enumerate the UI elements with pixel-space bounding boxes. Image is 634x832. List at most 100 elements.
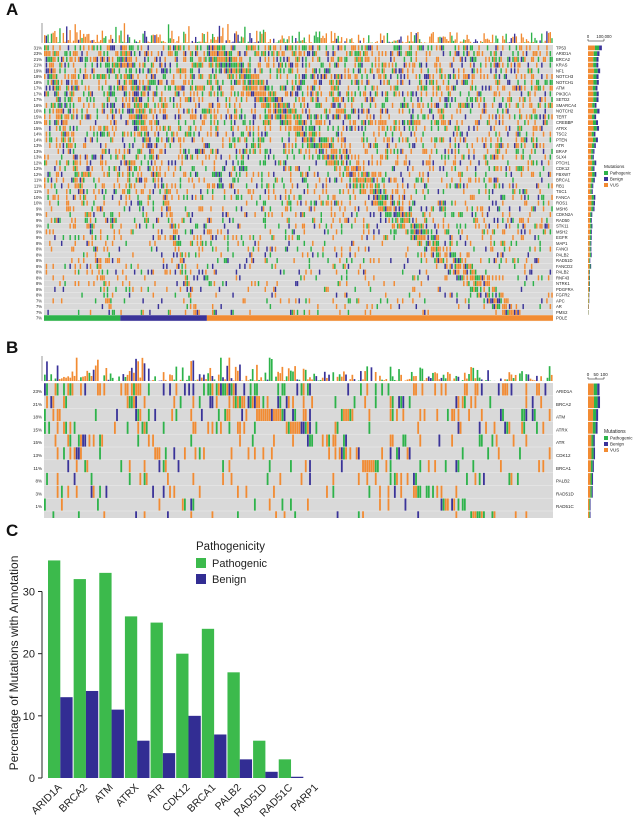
onco-a-mutation-cell xyxy=(318,85,321,91)
onco-a-mutation-cell xyxy=(468,102,470,108)
onco-a-mutation-cell xyxy=(354,286,356,292)
onco-a-mutation-cell xyxy=(103,183,105,189)
onco-a-mutation-cell xyxy=(150,246,153,252)
onco-a-mutation-cell xyxy=(334,102,336,108)
onco-a-mutation-cell xyxy=(237,91,239,97)
onco-a-mutation-cell xyxy=(261,97,263,103)
onco-a-mutation-cell xyxy=(410,51,412,57)
onco-a-mutation-cell xyxy=(352,171,355,177)
onco-a-mutation-cell xyxy=(122,269,124,275)
onco-a-mutation-cell xyxy=(84,143,87,149)
onco-a-gene-bar xyxy=(588,68,595,74)
onco-a-mutation-cell xyxy=(162,200,165,206)
onco-a-mutation-cell xyxy=(235,275,238,281)
onco-a-mutation-cell xyxy=(356,56,358,62)
onco-a-mutation-cell xyxy=(186,275,188,281)
onco-a-mutation-cell xyxy=(368,194,370,200)
onco-a-mutation-cell xyxy=(150,68,153,74)
onco-a-mutation-cell xyxy=(444,292,446,298)
onco-a-mutation-cell xyxy=(135,97,138,103)
onco-a-mutation-cell xyxy=(133,91,136,97)
onco-a-mutation-cell xyxy=(71,258,73,264)
onco-a-mutation-cell xyxy=(171,235,173,241)
onco-a-mutation-cell xyxy=(368,56,370,62)
onco-a-mutation-cell xyxy=(351,223,353,229)
onco-a-mutation-cell xyxy=(176,189,178,195)
onco-a-mutation-cell xyxy=(133,62,136,68)
onco-a-mutation-cell xyxy=(312,56,314,62)
onco-a-mutation-cell xyxy=(76,125,78,131)
onco-a-hist-bar xyxy=(200,41,202,43)
onco-a-mutation-cell xyxy=(132,79,134,85)
onco-a-mutation-cell xyxy=(424,217,426,223)
onco-a-gene-bar xyxy=(590,235,592,240)
onco-a-mutation-cell xyxy=(525,189,528,195)
onco-a-mutation-cell xyxy=(96,108,99,114)
onco-a-mutation-cell xyxy=(62,120,65,126)
onco-a-mutation-cell xyxy=(174,229,177,235)
onco-a-mutation-cell xyxy=(208,74,211,80)
onco-a-mutation-cell xyxy=(57,194,60,200)
onco-a-mutation-cell xyxy=(220,171,222,177)
onco-a-mutation-cell xyxy=(403,120,406,126)
onco-a-mutation-cell xyxy=(437,200,440,206)
onco-a-mutation-cell xyxy=(195,171,197,177)
onco-a-mutation-cell xyxy=(77,269,80,275)
onco-a-mutation-cell xyxy=(485,171,487,177)
onco-a-mutation-cell xyxy=(515,137,518,143)
onco-a-mutation-cell xyxy=(486,160,489,166)
onco-a-hist-bar xyxy=(89,40,92,43)
onco-a-mutation-cell xyxy=(401,102,404,108)
onco-a-mutation-cell xyxy=(135,108,138,114)
onco-a-mutation-cell xyxy=(491,286,494,292)
onco-a-mutation-cell xyxy=(74,45,76,51)
onco-a-mutation-cell xyxy=(184,309,187,315)
onco-a-mutation-cell xyxy=(232,235,234,241)
onco-a-mutation-cell xyxy=(444,97,446,103)
onco-a-mutation-cell xyxy=(430,137,433,143)
onco-a-mutation-cell xyxy=(144,137,146,143)
onco-a-mutation-cell xyxy=(133,217,136,223)
onco-a-mutation-cell xyxy=(468,281,470,287)
onco-a-mutation-cell xyxy=(366,51,368,57)
onco-a-mutation-cell xyxy=(469,286,472,292)
onco-a-mutation-cell xyxy=(444,125,446,131)
onco-a-mutation-cell xyxy=(254,143,256,149)
onco-a-mutation-cell xyxy=(522,97,524,103)
onco-a-gene-bar xyxy=(593,91,597,97)
onco-a-mutation-cell xyxy=(269,206,272,212)
onco-a-mutation-cell xyxy=(546,74,548,80)
onco-a-gene-bar xyxy=(588,287,589,292)
onco-a-mutation-cell xyxy=(344,292,346,298)
onco-a-mutation-cell xyxy=(267,171,270,177)
onco-a-mutation-cell xyxy=(395,91,397,97)
onco-a-mutation-cell xyxy=(310,269,312,275)
onco-a-mutation-cell xyxy=(493,258,496,264)
onco-a-mutation-cell xyxy=(320,148,322,154)
onco-a-mutation-cell xyxy=(196,171,199,177)
onco-a-mutation-cell xyxy=(544,108,546,114)
onco-a-mutation-cell xyxy=(83,194,85,200)
onco-a-mutation-cell xyxy=(223,166,226,172)
onco-a-mutation-cell xyxy=(373,212,375,218)
onco-a-mutation-cell xyxy=(549,171,552,177)
onco-a-mutation-cell xyxy=(232,45,234,51)
onco-a-mutation-cell xyxy=(44,160,46,166)
onco-a-mutation-cell xyxy=(232,56,234,62)
onco-a-mutation-cell xyxy=(368,229,370,235)
onco-a-mutation-cell xyxy=(139,51,141,57)
onco-a-mutation-cell xyxy=(308,114,311,120)
onco-a-mutation-cell xyxy=(429,154,431,160)
onco-a-mutation-cell xyxy=(437,120,440,126)
onco-a-hist-bar xyxy=(249,33,251,43)
onco-a-mutation-cell xyxy=(211,56,214,62)
onco-a-mutation-cell xyxy=(191,85,194,91)
onco-a-mutation-cell xyxy=(539,143,541,149)
onco-a-mutation-cell xyxy=(541,62,543,68)
onco-a-mutation-cell xyxy=(451,240,453,246)
onco-a-mutation-cell xyxy=(154,281,156,287)
onco-a-mutation-cell xyxy=(135,189,138,195)
onco-a-mutation-cell xyxy=(527,217,529,223)
onco-a-mutation-cell xyxy=(47,223,49,229)
onco-a-pct-label: 12% xyxy=(34,160,43,165)
